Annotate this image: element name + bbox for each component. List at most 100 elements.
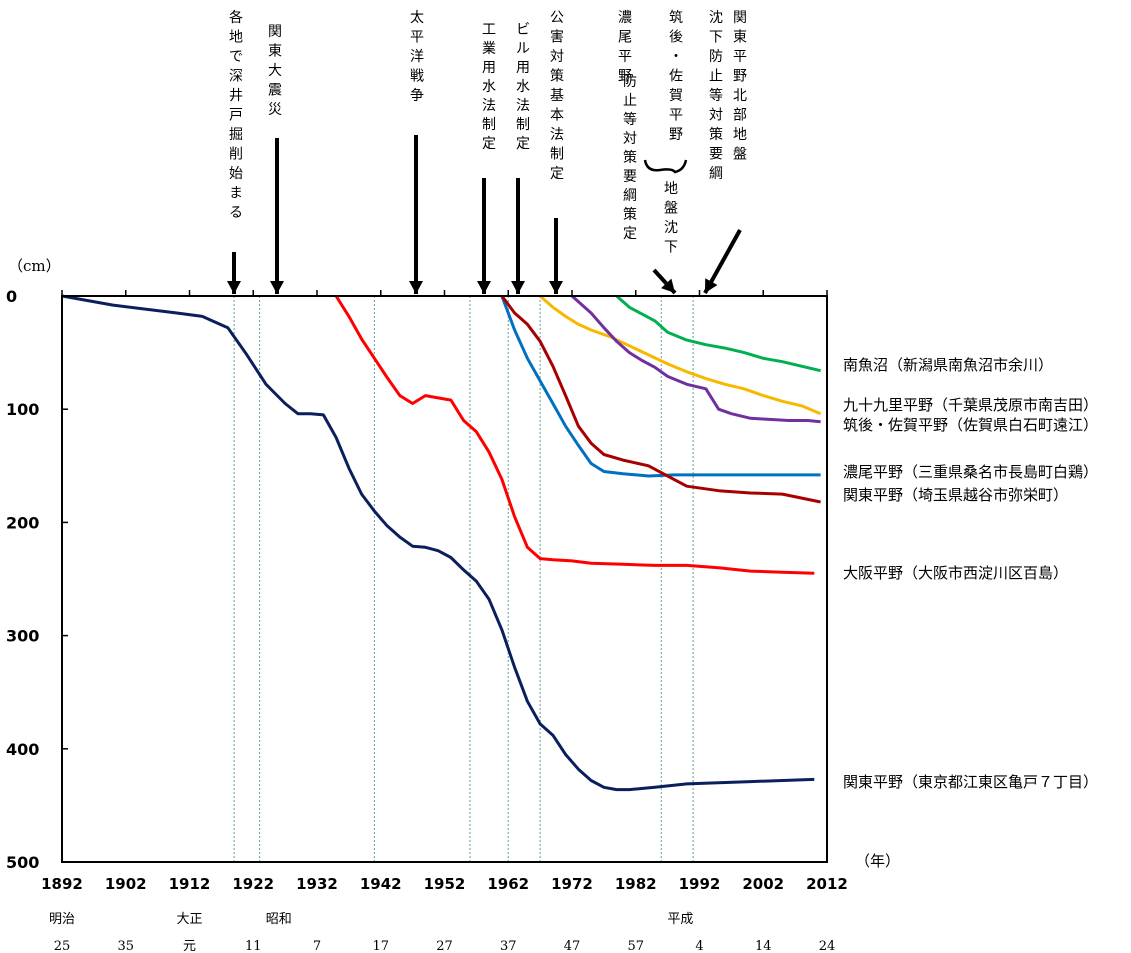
era-year: 17	[372, 939, 389, 953]
y-tick-label: 500	[6, 853, 39, 872]
era-name: 明治	[49, 912, 75, 927]
svg-text:防: 防	[623, 74, 637, 90]
svg-text:始: 始	[229, 166, 243, 182]
svg-text:止: 止	[709, 69, 723, 85]
svg-text:定: 定	[482, 136, 496, 152]
svg-text:平: 平	[618, 49, 632, 65]
era-year: 元	[183, 939, 196, 953]
svg-text:筑: 筑	[669, 10, 683, 26]
era-year: 11	[245, 939, 262, 953]
svg-text:綱: 綱	[623, 188, 637, 204]
svg-text:後: 後	[669, 30, 683, 46]
svg-text:策: 策	[709, 126, 723, 143]
x-tick-label: 1932	[296, 875, 338, 893]
svg-text:水: 水	[482, 79, 496, 95]
x-unit-label: （年）	[855, 852, 900, 870]
svg-text:沈: 沈	[709, 10, 723, 26]
svg-text:削: 削	[229, 147, 243, 163]
arrow-building-water-act	[511, 178, 525, 294]
svg-text:防: 防	[709, 49, 723, 65]
svg-text:賀: 賀	[669, 88, 683, 104]
series-lines	[61, 294, 822, 792]
svg-text:争: 争	[410, 88, 424, 104]
series-line-5	[500, 295, 821, 478]
svg-text:法: 法	[516, 98, 530, 114]
svg-text:地: 地	[733, 127, 747, 143]
svg-text:平: 平	[410, 30, 424, 46]
svg-text:平: 平	[733, 49, 747, 65]
svg-text:る: る	[229, 205, 243, 221]
svg-text:洋: 洋	[410, 49, 424, 65]
series-line-4	[615, 294, 821, 373]
svg-text:関: 関	[733, 10, 747, 26]
svg-text:濃: 濃	[618, 10, 632, 26]
series-line-1	[334, 295, 815, 575]
x-tick-label: 2002	[742, 875, 784, 893]
x-tick-label: 2012	[806, 875, 848, 893]
y-tick-label: 0	[6, 287, 17, 306]
era-year: 7	[313, 939, 321, 953]
svg-text:対: 対	[550, 49, 564, 65]
svg-text:制: 制	[550, 147, 564, 163]
series-label: 筑後・佐賀平野（佐賀県白石町遠江）	[843, 416, 1098, 434]
event-nobi-plain: 濃尾平野	[618, 10, 632, 85]
x-tick-label: 1892	[41, 875, 83, 893]
svg-text:井: 井	[229, 88, 243, 104]
svg-text:法: 法	[482, 98, 496, 114]
svg-text:対: 対	[709, 108, 723, 124]
era-year: 27	[436, 939, 453, 953]
svg-text:部: 部	[733, 108, 747, 124]
x-tick-label: 1942	[360, 875, 402, 893]
svg-text:水: 水	[516, 79, 530, 95]
series-line-3	[571, 294, 821, 424]
series-line-2	[539, 294, 822, 416]
arrow-industrial-water-act	[477, 178, 491, 294]
y-tick-label: 400	[6, 740, 39, 759]
svg-text:法: 法	[550, 127, 564, 143]
svg-text:策: 策	[550, 68, 564, 85]
svg-text:深: 深	[229, 69, 243, 85]
era-year: 14	[755, 939, 772, 953]
svg-text:用: 用	[516, 60, 530, 76]
era-name: 昭和	[266, 912, 292, 927]
arrow-kanto-north	[703, 229, 742, 294]
svg-text:止: 止	[623, 93, 637, 109]
svg-text:本: 本	[550, 108, 564, 124]
x-tick-label: 1972	[551, 875, 593, 893]
series-label: 九十九里平野（千葉県茂原市南吉田）	[843, 396, 1098, 414]
era-year: 24	[819, 939, 836, 953]
svg-text:策: 策	[623, 206, 637, 223]
x-tick-label: 1962	[487, 875, 529, 893]
svg-text:野: 野	[733, 69, 747, 85]
svg-text:野: 野	[669, 127, 683, 143]
svg-text:工: 工	[482, 22, 496, 38]
svg-text:ま: ま	[229, 186, 243, 202]
x-tick-label: 1992	[679, 875, 721, 893]
svg-text:で: で	[229, 49, 243, 65]
svg-text:綱: 綱	[709, 166, 723, 182]
svg-text:戦: 戦	[410, 69, 424, 85]
svg-text:制: 制	[482, 117, 496, 133]
era-name: 大正	[176, 912, 202, 927]
svg-text:下: 下	[709, 30, 723, 46]
svg-text:下: 下	[664, 240, 678, 256]
svg-text:佐: 佐	[669, 69, 683, 85]
arrow-kanto-earthquake	[270, 138, 284, 294]
svg-text:盤: 盤	[664, 201, 678, 217]
x-tick-label: 1982	[615, 875, 657, 893]
svg-text:定: 定	[550, 166, 564, 182]
series-label: 南魚沼（新潟県南魚沼市余川）	[843, 356, 1053, 374]
svg-text:ル: ル	[516, 41, 530, 57]
svg-text:地: 地	[664, 181, 678, 197]
arrow-pacific-war	[409, 135, 423, 294]
y-tick-label: 300	[6, 627, 39, 646]
series-line-0	[61, 294, 815, 792]
svg-text:尾: 尾	[618, 30, 632, 46]
